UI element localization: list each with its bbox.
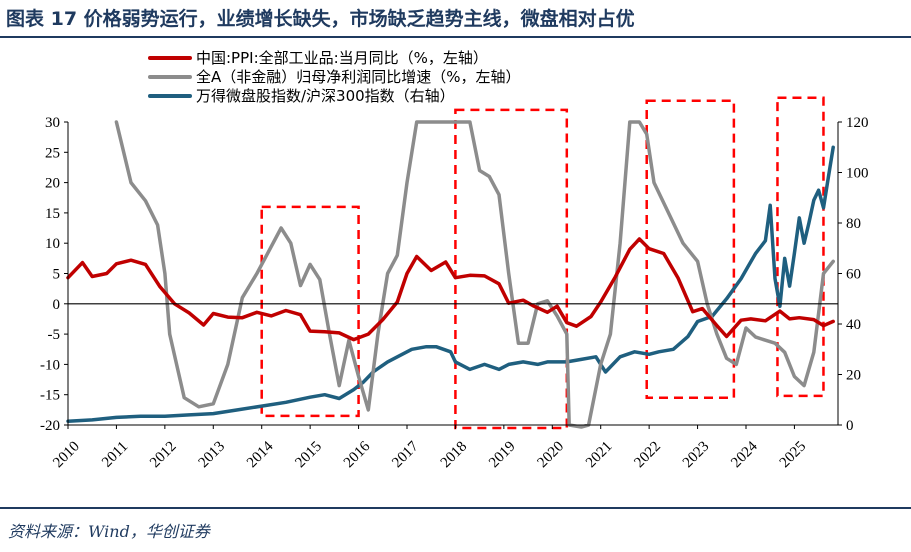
x-tick-label: 2015	[292, 439, 325, 472]
left-tick-label: 5	[53, 267, 61, 283]
title-rule	[0, 36, 911, 38]
x-tick-label: 2013	[196, 439, 229, 472]
x-tick-label: 2022	[631, 439, 664, 472]
series-line	[66, 237, 835, 342]
chart-title: 图表 17 价格弱势运行，业绩增长缺失，市场缺乏趋势主线，微盘相对占优	[6, 8, 635, 30]
legend: 中国:PPI:全部工业品:当月同比（%，左轴）全A（非金融）归母净利润同比增速（…	[148, 49, 521, 105]
x-tick-label: 2020	[535, 439, 568, 472]
dashed-highlight-box	[645, 99, 736, 399]
x-tick-label: 2012	[147, 439, 180, 472]
line-chart: 中国:PPI:全部工业品:当月同比（%，左轴）全A（非金融）归母净利润同比增速（…	[40, 49, 869, 472]
left-tick-label: 20	[45, 176, 60, 192]
left-tick-label: 30	[45, 115, 60, 131]
right-tick-label: 60	[846, 267, 861, 283]
footer-rule	[0, 507, 911, 509]
x-tick-label: 2024	[728, 438, 761, 471]
x-tick-label: 2023	[680, 439, 713, 472]
x-tick-label: 2025	[777, 439, 810, 472]
x-tick-label: 2018	[438, 439, 471, 472]
x-tick-label: 2019	[486, 439, 519, 472]
x-tick-label: 2011	[99, 439, 131, 471]
left-tick-label: -5	[48, 327, 61, 343]
dashed-highlight-box	[454, 108, 569, 430]
dashed-highlight-box	[776, 96, 825, 398]
left-tick-label: 10	[45, 236, 60, 252]
series-layer	[66, 120, 835, 429]
left-tick-label: 0	[53, 297, 61, 313]
x-tick-label: 2016	[341, 438, 374, 471]
right-tick-label: 0	[846, 418, 854, 434]
legend-label: 全A（非金融）归母净利润同比增速（%，左轴）	[196, 68, 521, 86]
right-tick-label: 40	[846, 317, 861, 333]
left-tick-label: 25	[45, 145, 60, 161]
x-tick-label: 2017	[389, 438, 422, 471]
legend-label: 万得微盘股指数/沪深300指数（右轴）	[196, 87, 455, 105]
left-tick-label: -15	[40, 388, 60, 404]
x-tick-label: 2021	[583, 439, 616, 472]
source-note: 资料来源：Wind，华创证券	[8, 522, 210, 541]
x-tick-label: 2010	[50, 439, 83, 472]
legend-label: 中国:PPI:全部工业品:当月同比（%，左轴）	[196, 49, 488, 67]
right-tick-label: 20	[846, 368, 861, 384]
right-tick-label: 120	[846, 115, 869, 131]
left-tick-label: -20	[40, 418, 60, 434]
left-tick-label: 15	[45, 206, 60, 222]
series-line	[66, 145, 835, 423]
right-tick-label: 80	[846, 216, 861, 232]
series-line	[114, 120, 835, 429]
right-tick-label: 100	[846, 166, 869, 182]
left-tick-label: -10	[40, 357, 60, 373]
dashed-highlight-box	[260, 205, 360, 418]
annotation-layer	[260, 96, 825, 430]
x-tick-label: 2014	[244, 438, 277, 471]
